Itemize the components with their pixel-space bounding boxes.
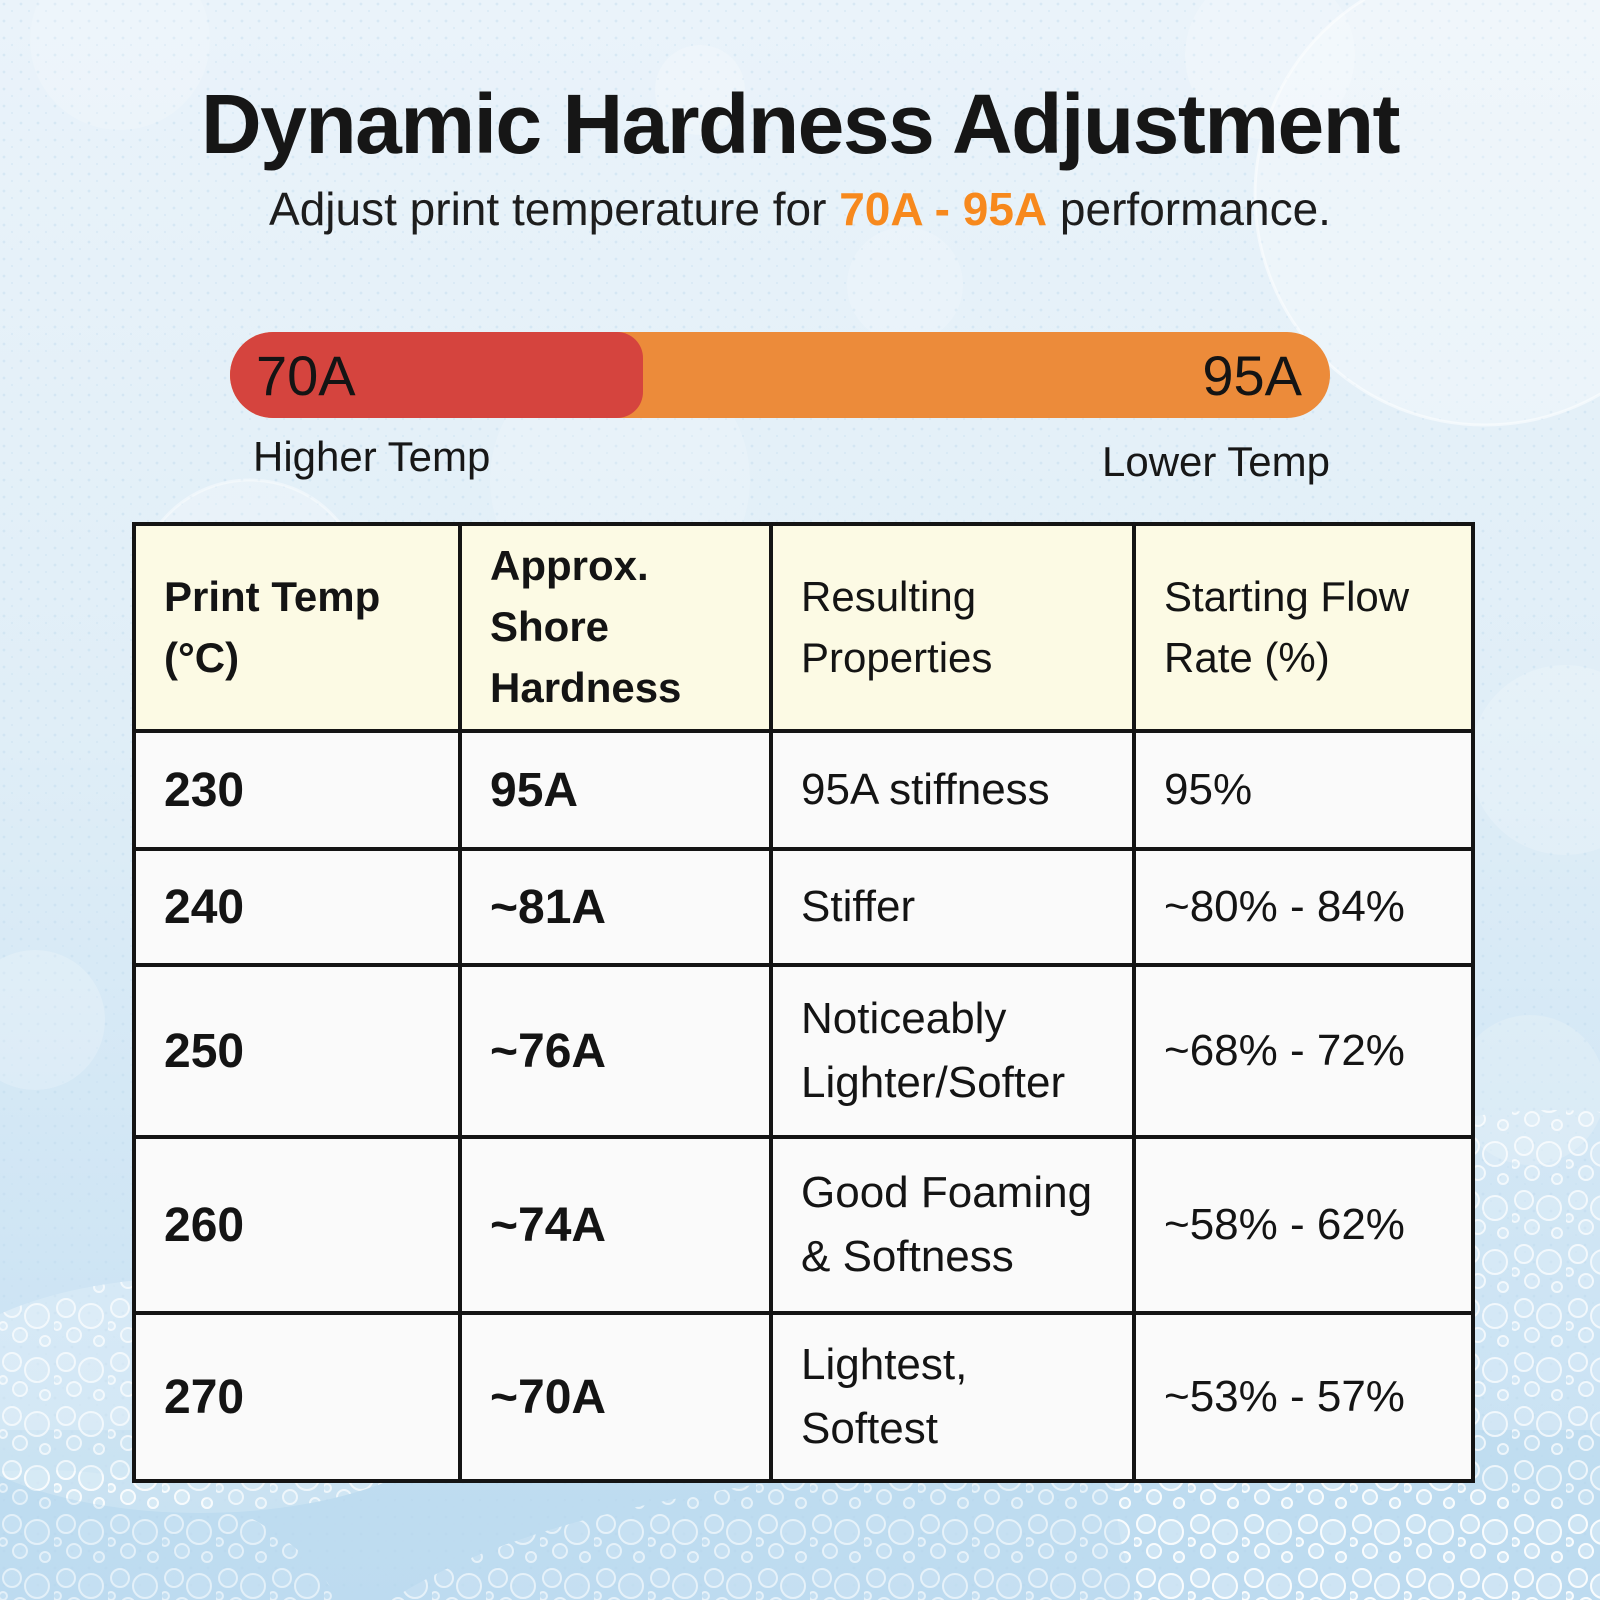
lower-temp-caption: Lower Temp bbox=[1101, 438, 1330, 485]
page-subtitle: Adjust print temperature for 70A - 95A p… bbox=[0, 182, 1600, 236]
table-row: 230 95A 95A stiffness 95% bbox=[132, 729, 1475, 851]
col-header-shore-hardness: Approx. Shore Hardness bbox=[458, 522, 773, 733]
cell-resulting-properties: Lightest, Softest bbox=[769, 1311, 1136, 1483]
cell-starting-flow-rate: ~80% - 84% bbox=[1132, 847, 1475, 967]
cell-print-temp: 230 bbox=[132, 729, 462, 851]
table-header-row: Print Temp (°C) Approx. Shore Hardness R… bbox=[132, 522, 1475, 733]
bar-label-70a: 70A bbox=[256, 343, 356, 407]
page-title: Dynamic Hardness Adjustment bbox=[200, 77, 1401, 171]
subtitle-highlight-range: 70A - 95A bbox=[839, 183, 1048, 235]
cell-print-temp: 250 bbox=[132, 963, 462, 1139]
cell-shore-hardness: ~81A bbox=[458, 847, 773, 967]
col-header-print-temp: Print Temp (°C) bbox=[132, 522, 462, 733]
hardness-table: Print Temp (°C) Approx. Shore Hardness R… bbox=[132, 522, 1475, 1483]
bar-label-95a: 95A bbox=[1202, 343, 1302, 407]
bar-red-segment-70a bbox=[230, 332, 643, 418]
cell-starting-flow-rate: ~58% - 62% bbox=[1132, 1135, 1475, 1315]
cell-resulting-properties: 95A stiffness bbox=[769, 729, 1136, 851]
cell-resulting-properties: Good Foaming & Softness bbox=[769, 1135, 1136, 1315]
table-row: 250 ~76A Noticeably Lighter/Softer ~68% … bbox=[132, 963, 1475, 1139]
hardness-gradient-bar: 70A 95A bbox=[230, 332, 1330, 418]
subtitle-prefix: Adjust print temperature for bbox=[269, 183, 840, 235]
cell-print-temp: 240 bbox=[132, 847, 462, 967]
cell-shore-hardness: ~74A bbox=[458, 1135, 773, 1315]
cell-print-temp: 270 bbox=[132, 1311, 462, 1483]
cell-starting-flow-rate: ~53% - 57% bbox=[1132, 1311, 1475, 1483]
cell-shore-hardness: 95A bbox=[458, 729, 773, 851]
col-header-starting-flow-rate: Starting Flow Rate (%) bbox=[1132, 522, 1475, 733]
table-row: 240 ~81A Stiffer ~80% - 84% bbox=[132, 847, 1475, 967]
cell-print-temp: 260 bbox=[132, 1135, 462, 1315]
cell-shore-hardness: ~76A bbox=[458, 963, 773, 1139]
subtitle-suffix: performance. bbox=[1047, 183, 1331, 235]
cell-resulting-properties: Stiffer bbox=[769, 847, 1136, 967]
cell-resulting-properties: Noticeably Lighter/Softer bbox=[769, 963, 1136, 1139]
table-row: 270 ~70A Lightest, Softest ~53% - 57% bbox=[132, 1311, 1475, 1483]
cell-starting-flow-rate: 95% bbox=[1132, 729, 1475, 851]
cell-starting-flow-rate: ~68% - 72% bbox=[1132, 963, 1475, 1139]
cell-shore-hardness: ~70A bbox=[458, 1311, 773, 1483]
col-header-resulting-properties: Resulting Properties bbox=[769, 522, 1136, 733]
higher-temp-caption: Higher Temp bbox=[253, 433, 491, 480]
table-row: 260 ~74A Good Foaming & Softness ~58% - … bbox=[132, 1135, 1475, 1315]
